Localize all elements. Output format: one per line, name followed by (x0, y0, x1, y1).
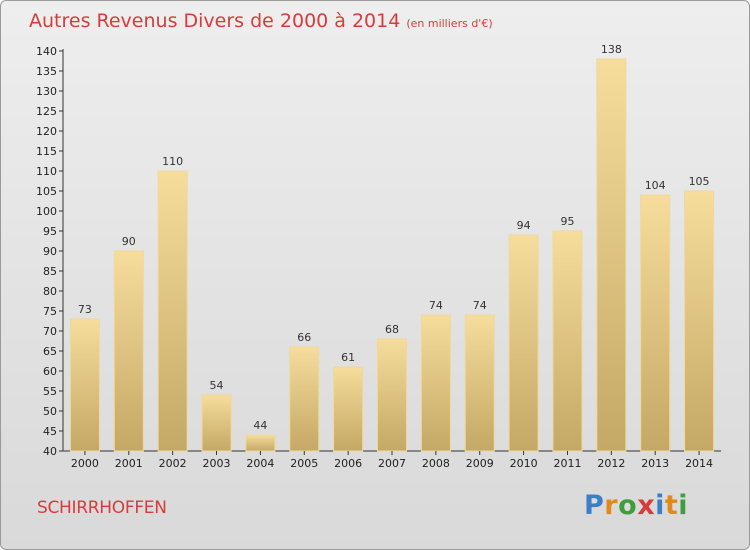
y-tick-label: 40 (43, 445, 57, 458)
bar-value-label: 61 (341, 351, 355, 364)
bar-2006 (333, 366, 364, 452)
bar-2010 (508, 234, 539, 452)
bar-value-label: 74 (473, 299, 487, 312)
proxiti-logo[interactable]: Proxiti (584, 490, 689, 521)
x-tick-label: 2006 (334, 457, 362, 470)
bar-value-label: 66 (297, 331, 311, 344)
x-tick-label: 2010 (510, 457, 538, 470)
bar-value-label: 90 (122, 235, 136, 248)
y-tick-label: 90 (43, 245, 57, 258)
bar-2011 (552, 230, 583, 452)
bar-value-label: 138 (601, 43, 622, 56)
y-tick-label: 45 (43, 425, 57, 438)
y-tick-label: 75 (43, 305, 57, 318)
y-tick-label: 60 (43, 365, 57, 378)
x-tick-label: 2011 (553, 457, 581, 470)
x-tick-label: 2000 (71, 457, 99, 470)
y-tick-label: 50 (43, 405, 57, 418)
y-tick-label: 130 (36, 85, 57, 98)
bar-2008 (420, 314, 451, 452)
y-tick-label: 140 (36, 45, 57, 58)
bar-value-label: 94 (517, 219, 531, 232)
y-tick-label: 70 (43, 325, 57, 338)
y-tick-label: 100 (36, 205, 57, 218)
y-tick-label: 105 (36, 185, 57, 198)
bar-2004 (245, 434, 276, 452)
x-tick-label: 2013 (641, 457, 669, 470)
y-tick-label: 65 (43, 345, 57, 358)
bar-value-label: 95 (560, 215, 574, 228)
x-tick-label: 2012 (597, 457, 625, 470)
y-tick-label: 95 (43, 225, 57, 238)
bar-2012 (596, 58, 627, 452)
x-tick-label: 2008 (422, 457, 450, 470)
bar-2001 (113, 250, 144, 452)
bar-value-label: 54 (210, 379, 224, 392)
bar-value-label: 73 (78, 303, 92, 316)
x-tick-label: 2003 (203, 457, 231, 470)
bar-value-label: 110 (162, 155, 183, 168)
y-tick-label: 125 (36, 105, 57, 118)
x-tick-label: 2014 (685, 457, 713, 470)
chart-subtitle: (en milliers d'€) (406, 17, 493, 30)
bar-value-label: 105 (689, 175, 710, 188)
y-tick-label: 55 (43, 385, 57, 398)
bar-value-label: 104 (645, 179, 666, 192)
x-tick-label: 2009 (466, 457, 494, 470)
x-tick-label: 2001 (115, 457, 143, 470)
bar-2007 (377, 338, 407, 452)
x-tick-label: 2002 (159, 457, 187, 470)
bar-2002 (157, 170, 188, 452)
bar-2014 (684, 190, 715, 452)
y-tick-label: 135 (36, 65, 57, 78)
bar-value-label: 44 (253, 419, 267, 432)
x-tick-label: 2005 (290, 457, 318, 470)
chart-title-text: Autres Revenus Divers de 2000 à 2014 (29, 10, 401, 32)
x-tick-label: 2004 (246, 457, 274, 470)
chart-title: Autres Revenus Divers de 2000 à 2014 (en … (29, 10, 493, 32)
y-tick-label: 120 (36, 125, 57, 138)
bar-2009 (464, 314, 495, 452)
y-tick-label: 115 (36, 145, 57, 158)
y-tick-label: 85 (43, 265, 57, 278)
y-tick-label: 110 (36, 165, 57, 178)
plot-area: 40 45 50 55 60 65 70 75 80 85 90 95 100 105 110 115 120 1… (36, 43, 721, 470)
x-tick-label: 2007 (378, 457, 406, 470)
bar-2003 (201, 394, 232, 452)
bar-2013 (640, 194, 671, 452)
bar-value-label: 74 (429, 299, 443, 312)
bar-value-label: 68 (385, 323, 399, 336)
commune-name: SCHIRRHOFFEN (37, 498, 167, 518)
bar-2005 (289, 346, 320, 452)
y-tick-label: 80 (43, 285, 57, 298)
bar-2000 (69, 318, 100, 452)
